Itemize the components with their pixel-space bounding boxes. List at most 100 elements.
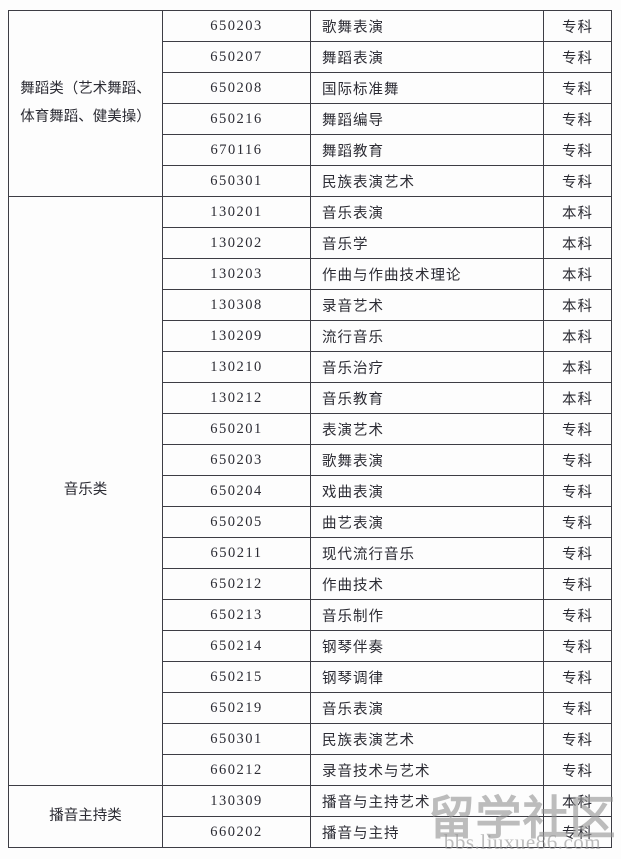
major-cell: 歌舞表演 [310, 10, 544, 42]
category-cell: 音乐类 [8, 196, 163, 786]
major-cell: 音乐表演 [310, 692, 544, 724]
code-cell: 650215 [162, 661, 311, 693]
table-row: 650216 舞蹈编导 专科 [9, 103, 612, 135]
major-cell: 流行音乐 [310, 320, 544, 352]
level-cell: 本科 [543, 382, 612, 414]
major-cell: 表演艺术 [310, 413, 544, 445]
table-row: 650204 戏曲表演 专科 [9, 475, 612, 507]
level-cell: 专科 [543, 41, 612, 73]
level-cell: 本科 [543, 258, 612, 290]
code-cell: 650205 [162, 506, 311, 538]
level-cell: 专科 [543, 72, 612, 104]
level-cell: 专科 [543, 599, 612, 631]
level-cell: 本科 [543, 785, 612, 817]
table-row: 650212 作曲技术 专科 [9, 568, 612, 600]
major-cell: 舞蹈表演 [310, 41, 544, 73]
major-cell: 戏曲表演 [310, 475, 544, 507]
major-cell: 音乐治疗 [310, 351, 544, 383]
code-cell: 130212 [162, 382, 311, 414]
level-cell: 专科 [543, 475, 612, 507]
major-cell: 播音与主持 [310, 816, 544, 848]
table-row: 650301 民族表演艺术 专科 [9, 723, 612, 755]
table-row: 650213 音乐制作 专科 [9, 599, 612, 631]
table-row: 130212 音乐教育 本科 [9, 382, 612, 414]
code-cell: 130210 [162, 351, 311, 383]
code-cell: 650211 [162, 537, 311, 569]
code-cell: 130209 [162, 320, 311, 352]
major-cell: 音乐制作 [310, 599, 544, 631]
level-cell: 专科 [543, 568, 612, 600]
code-cell: 650212 [162, 568, 311, 600]
level-cell: 本科 [543, 320, 612, 352]
level-cell: 本科 [543, 351, 612, 383]
table-row: 660202 播音与主持 专科 [9, 816, 612, 848]
code-cell: 650201 [162, 413, 311, 445]
level-cell: 专科 [543, 816, 612, 848]
category-cell: 播音主持类 [8, 785, 163, 848]
table-row: 650214 钢琴伴奏 专科 [9, 630, 612, 662]
code-cell: 650301 [162, 723, 311, 755]
major-cell: 钢琴调律 [310, 661, 544, 693]
code-cell: 650208 [162, 72, 311, 104]
major-cell: 舞蹈教育 [310, 134, 544, 166]
code-cell: 130202 [162, 227, 311, 259]
major-cell: 作曲与作曲技术理论 [310, 258, 544, 290]
major-cell: 歌舞表演 [310, 444, 544, 476]
level-cell: 专科 [543, 165, 612, 197]
table-row: 650211 现代流行音乐 专科 [9, 537, 612, 569]
major-cell: 舞蹈编导 [310, 103, 544, 135]
table-row: 130203 作曲与作曲技术理论 本科 [9, 258, 612, 290]
major-cell: 现代流行音乐 [310, 537, 544, 569]
code-cell: 650204 [162, 475, 311, 507]
code-cell: 660202 [162, 816, 311, 848]
code-cell: 650301 [162, 165, 311, 197]
major-cell: 录音技术与艺术 [310, 754, 544, 786]
major-cell: 作曲技术 [310, 568, 544, 600]
table-row: 650205 曲艺表演 专科 [9, 506, 612, 538]
table-row: 播音主持类 130309 播音与主持艺术 本科 [8, 785, 612, 848]
major-cell: 播音与主持艺术 [310, 785, 544, 817]
table-row: 670116 舞蹈教育 专科 [9, 134, 612, 166]
major-cell: 民族表演艺术 [310, 165, 544, 197]
code-cell: 650207 [162, 41, 311, 73]
major-cell: 音乐学 [310, 227, 544, 259]
code-cell: 650203 [162, 444, 311, 476]
level-cell: 本科 [543, 227, 612, 259]
code-cell: 130309 [162, 785, 311, 817]
category-cell: 舞蹈类（艺术舞蹈、体育舞蹈、健美操） [8, 10, 163, 197]
table-row: 音乐类 130201 音乐表演 本科 [8, 196, 612, 786]
table-row: 650207 舞蹈表演 专科 [9, 41, 612, 73]
table-row: 130308 录音艺术 本科 [9, 289, 612, 321]
level-cell: 专科 [543, 10, 612, 42]
code-cell: 130308 [162, 289, 311, 321]
table-row: 舞蹈类（艺术舞蹈、体育舞蹈、健美操） 650203 歌舞表演 专科 [8, 10, 612, 197]
code-cell: 650219 [162, 692, 311, 724]
level-cell: 专科 [543, 661, 612, 693]
major-cell: 国际标准舞 [310, 72, 544, 104]
code-cell: 650213 [162, 599, 311, 631]
level-cell: 专科 [543, 506, 612, 538]
level-cell: 专科 [543, 444, 612, 476]
table-row: 650208 国际标准舞 专科 [9, 72, 612, 104]
level-cell: 专科 [543, 692, 612, 724]
major-cell: 曲艺表演 [310, 506, 544, 538]
code-cell: 650216 [162, 103, 311, 135]
code-cell: 650214 [162, 630, 311, 662]
level-cell: 专科 [543, 630, 612, 662]
level-cell: 专科 [543, 103, 612, 135]
table-row: 650301 民族表演艺术 专科 [9, 165, 612, 197]
majors-table-body: 舞蹈类（艺术舞蹈、体育舞蹈、健美操） 650203 歌舞表演 专科 650207 舞蹈表演… [8, 10, 612, 848]
code-cell: 660212 [162, 754, 311, 786]
table-row: 130202 音乐学 本科 [9, 227, 612, 259]
level-cell: 本科 [543, 196, 612, 228]
major-cell: 音乐表演 [310, 196, 544, 228]
major-cell: 民族表演艺术 [310, 723, 544, 755]
table-row: 130209 流行音乐 本科 [9, 320, 612, 352]
level-cell: 专科 [543, 754, 612, 786]
code-cell: 130203 [162, 258, 311, 290]
table-row: 130210 音乐治疗 本科 [9, 351, 612, 383]
code-cell: 650203 [162, 10, 311, 42]
level-cell: 专科 [543, 134, 612, 166]
level-cell: 专科 [543, 413, 612, 445]
level-cell: 专科 [543, 537, 612, 569]
